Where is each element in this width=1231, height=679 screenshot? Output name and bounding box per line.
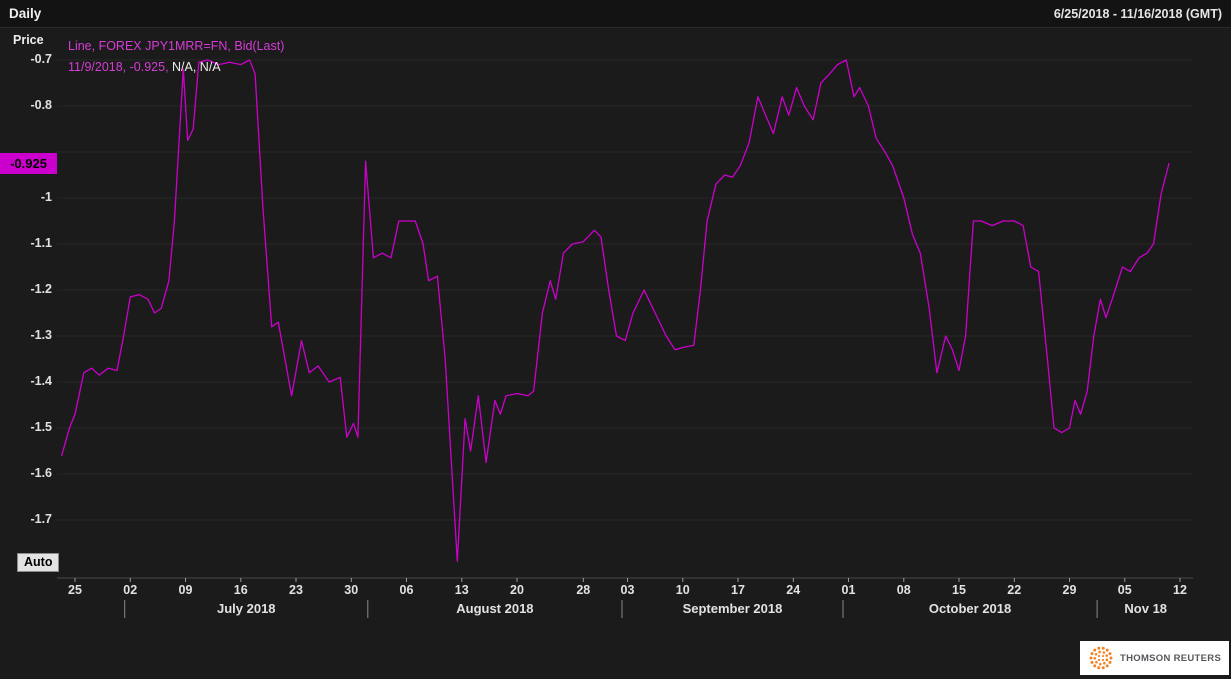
legend-values-line: 11/9/2018, -0.925, N/A, N/A <box>68 57 284 78</box>
thomson-reuters-wordmark: THOMSON REUTERS <box>1120 652 1222 664</box>
auto-scale-button[interactable]: Auto <box>17 553 60 572</box>
x-tick-label: 06 <box>399 583 414 597</box>
x-tick-label: 22 <box>1007 583 1022 597</box>
y-axis-title: Price <box>13 33 44 47</box>
y-axis-label: -0.8 <box>30 98 52 112</box>
x-tick-label: 10 <box>675 583 690 597</box>
x-tick-label: 01 <box>841 583 856 597</box>
legend-series-label[interactable]: Line, FOREX JPY1MRR=FN, Bid(Last) <box>68 39 285 53</box>
y-axis-label: -0.7 <box>30 52 52 66</box>
x-tick-label: 17 <box>731 583 745 597</box>
x-tick-label: 15 <box>952 583 966 597</box>
y-axis-label: -1 <box>40 190 52 204</box>
thomson-reuters-logo: THOMSON REUTERS <box>1080 641 1229 675</box>
month-label: July 2018 <box>216 601 276 616</box>
y-axis-label: -1.1 <box>30 236 52 250</box>
x-axis: 25 02 09 16 23 30 06 13 20 28 03 10 17 24 01 08 15 22 29 05… <box>0 583 1231 598</box>
x-tick-label: 23 <box>289 583 303 597</box>
x-tick-label: 09 <box>178 583 193 597</box>
legend-last-value: 11/9/2018, -0.925, <box>68 60 169 74</box>
y-axis-label: -1.2 <box>30 282 52 296</box>
chart-topbar: Daily 6/25/2018 - 11/16/2018 (GMT) <box>0 0 1231 28</box>
month-label: September 2018 <box>682 601 783 616</box>
y-axis-label: -1.3 <box>30 328 52 342</box>
month-label: August 2018 <box>456 601 534 616</box>
x-tick-label: 25 <box>68 583 82 597</box>
y-axis-label: -1.7 <box>30 512 52 526</box>
y-axis-label: -1.6 <box>30 466 52 480</box>
thomson-reuters-emblem-icon <box>1089 646 1113 670</box>
month-label: October 2018 <box>928 601 1012 616</box>
x-tick-label: 03 <box>620 583 635 597</box>
x-axis-months: July 2018 August 2018 September 2018 Octobe… <box>0 601 1231 619</box>
last-price-badge: -0.925 <box>0 153 57 174</box>
month-label: Nov 18 <box>1124 601 1168 616</box>
x-tick-label: 12 <box>1173 583 1187 597</box>
x-tick-label: 13 <box>454 583 469 597</box>
x-tick-label: 08 <box>896 583 911 597</box>
y-axis-label: -1.4 <box>30 374 52 388</box>
date-range-label: 6/25/2018 - 11/16/2018 (GMT) <box>1053 6 1222 21</box>
x-tick-label: 16 <box>233 583 248 597</box>
x-tick-label: 30 <box>344 583 359 597</box>
price-line <box>61 59 1170 563</box>
legend-na-values: N/A, N/A <box>168 60 221 74</box>
x-tick-label: 29 <box>1062 583 1077 597</box>
x-tick-label: 24 <box>786 583 801 597</box>
x-tick-label: 28 <box>576 583 591 597</box>
interval-label[interactable]: Daily <box>9 6 42 21</box>
x-tick-label: 05 <box>1117 583 1132 597</box>
x-tick-label: 02 <box>123 583 138 597</box>
x-tick-label: 20 <box>510 583 524 597</box>
y-axis-label: -1.5 <box>30 420 52 434</box>
chart-legend: Line, FOREX JPY1MRR=FN, Bid(Last) 11/9/2… <box>68 36 284 78</box>
